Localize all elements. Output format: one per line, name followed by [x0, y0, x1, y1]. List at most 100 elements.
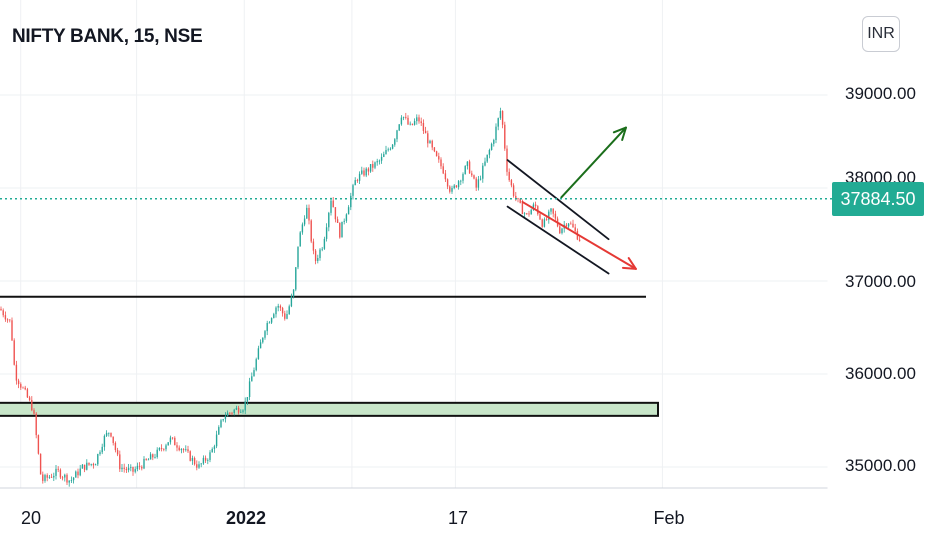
candle-body	[57, 468, 59, 470]
candle-body	[328, 212, 330, 228]
candle-body	[97, 454, 99, 465]
candle-body	[61, 477, 64, 479]
candle-body	[548, 211, 550, 220]
candle-body	[92, 463, 95, 466]
candle-body	[180, 449, 183, 451]
candle-body	[559, 226, 561, 234]
candle-body	[64, 474, 66, 478]
candle-body	[442, 166, 444, 174]
candle-body	[286, 314, 288, 319]
candle-body	[475, 178, 477, 188]
candle-body	[220, 420, 222, 428]
candle-body	[519, 198, 521, 203]
candle-body	[539, 214, 541, 220]
candle-body	[554, 213, 557, 219]
candle-body	[543, 219, 546, 227]
candle-body	[424, 130, 427, 134]
candle-body	[372, 164, 374, 168]
candle-body	[235, 407, 238, 410]
candle-body	[288, 306, 290, 315]
candle-body	[255, 359, 257, 371]
candle-body	[209, 452, 211, 460]
candle-body	[86, 462, 88, 470]
candle-body	[94, 464, 97, 466]
candle-body	[273, 314, 275, 319]
candle-body	[396, 130, 398, 140]
time-tick: 20	[20, 508, 42, 528]
candle-body	[20, 384, 22, 388]
candle-body	[141, 466, 143, 469]
candle-body	[308, 207, 310, 221]
candle-body	[70, 480, 73, 481]
candle-body	[565, 224, 568, 227]
candle-body	[264, 331, 266, 338]
candle-body	[101, 446, 103, 453]
candle-body	[6, 319, 9, 321]
candle-body	[138, 465, 141, 467]
candle-body	[339, 222, 341, 238]
price-tick: 39000.00	[845, 84, 916, 103]
candle-body	[389, 148, 392, 150]
candle-body	[488, 149, 491, 155]
candle-body	[17, 380, 20, 385]
candle-body	[44, 475, 46, 481]
currency-button[interactable]: INR	[862, 16, 900, 52]
candle-body	[413, 121, 416, 125]
candle-body	[532, 204, 535, 210]
candle-body	[552, 208, 554, 214]
candle-body	[167, 442, 169, 446]
candle-body	[541, 219, 543, 227]
candle-body	[336, 219, 339, 223]
channel-upper-line	[506, 159, 610, 241]
candle-body	[493, 140, 495, 144]
candle-body	[466, 161, 469, 167]
candle-body	[224, 416, 227, 420]
time-tick: Feb	[653, 508, 685, 528]
candle-body	[262, 337, 264, 343]
support-zone	[0, 401, 659, 417]
candle-body	[50, 476, 53, 478]
candle-body	[292, 289, 295, 297]
channel-lower-line	[506, 205, 610, 275]
candle-body	[433, 147, 436, 152]
candle-body	[567, 223, 570, 227]
candle-body	[330, 200, 332, 213]
candle-body	[435, 151, 438, 157]
candle-body	[145, 458, 147, 460]
candle-body	[222, 419, 224, 421]
candle-body	[358, 173, 361, 181]
candle-body	[22, 387, 24, 389]
candle-body	[319, 249, 321, 259]
candle-body	[356, 180, 359, 181]
candle-body	[240, 411, 242, 413]
candle-body	[325, 227, 328, 239]
candle-body	[147, 459, 150, 461]
candle-body	[191, 458, 194, 461]
candle-body	[156, 449, 158, 458]
candle-body	[202, 457, 205, 464]
candle-body	[182, 449, 185, 451]
candle-body	[378, 160, 381, 162]
candle-body	[405, 116, 407, 118]
candle-body	[438, 156, 440, 160]
candle-body	[48, 476, 51, 478]
candle-body	[2, 310, 4, 316]
candle-body	[376, 161, 378, 163]
candle-body	[545, 219, 548, 221]
candle-body	[152, 454, 154, 458]
candle-body	[207, 459, 209, 461]
candle-body	[123, 467, 125, 469]
candle-body	[185, 449, 187, 451]
candle-body	[268, 322, 271, 324]
candle-body	[499, 111, 502, 119]
candle-body	[66, 474, 68, 483]
candle-body	[196, 464, 198, 468]
candle-body	[407, 117, 409, 125]
candle-body	[490, 143, 493, 150]
candle-body	[266, 323, 268, 332]
candle-body	[112, 436, 114, 443]
candle-body	[411, 123, 414, 125]
candle-body	[163, 448, 165, 450]
candle-body	[136, 465, 139, 470]
